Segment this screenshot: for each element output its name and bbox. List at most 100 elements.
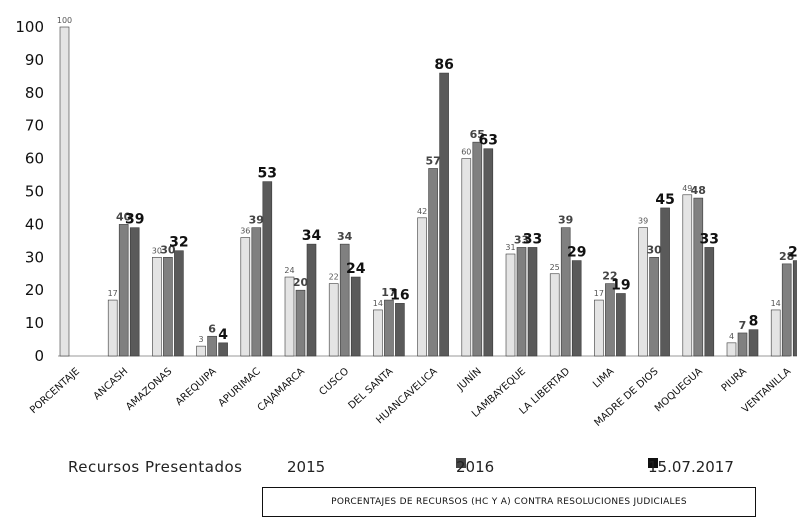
data-label: 45: [655, 192, 674, 208]
y-tick-label: 100: [15, 18, 44, 36]
bar-amazonas-15072017: [174, 250, 184, 357]
bar-ancash-2016: [118, 224, 129, 357]
bar-piura-2016: [737, 332, 748, 357]
x-tick-label: LIMA: [591, 366, 616, 390]
x-tick-label: MOQUEGUA: [653, 366, 705, 414]
data-label: 17: [594, 289, 604, 298]
bar-ancash-15072017: [129, 227, 140, 357]
data-label: 4: [729, 332, 734, 341]
x-tick-label: AREQUIPA: [174, 366, 219, 408]
data-label: 17: [381, 286, 396, 299]
data-label: 24: [346, 261, 366, 277]
bar-cajamarca-2016: [295, 289, 306, 357]
bar-la-libertad-15072017: [571, 260, 582, 357]
data-label: 4: [218, 327, 228, 343]
data-label: 49: [682, 184, 692, 193]
x-tick-label: CAJAMARCA: [256, 366, 307, 414]
bar-cajamarca-15072017: [306, 243, 317, 357]
bar-jun-n-15072017: [483, 148, 494, 357]
bar-cusco-2016: [339, 243, 350, 357]
x-tick-label: JUNÍN: [453, 365, 483, 394]
data-label: 7: [739, 319, 747, 332]
bar-ventanilla-15072017: [792, 260, 797, 357]
bar-moquegua-2016: [693, 197, 704, 357]
bar-huancavelica-15072017: [439, 72, 449, 357]
data-label: 100: [57, 16, 72, 25]
x-tick-label: ANCASH: [92, 366, 131, 402]
y-tick-label: 10: [25, 314, 44, 332]
bar-ventanilla-2016: [781, 263, 792, 357]
y-tick-label: 60: [25, 150, 44, 168]
bar-cusco-2015: [328, 283, 339, 357]
data-label: 39: [638, 217, 648, 226]
data-label: 22: [329, 273, 339, 282]
data-label: 42: [417, 207, 427, 216]
data-label: 31: [505, 243, 515, 252]
bar-del-santa-15072017: [395, 303, 405, 357]
data-label: 60: [461, 148, 471, 157]
legend-label-2016: 2016: [456, 458, 495, 476]
bar-la-libertad-2015: [549, 273, 560, 357]
legend-title: Recursos Presentados: [68, 458, 243, 476]
footer-caption: PORCENTAJES DE RECURSOS (HC Y A) CONTRA …: [262, 487, 756, 517]
data-label: 28: [779, 250, 794, 263]
legend: Recursos Presentados 2015 2016 15.07.201…: [0, 458, 797, 480]
data-label: 20: [293, 276, 309, 289]
bar-la-libertad-2016: [560, 227, 571, 357]
x-tick-label: APURIMAC: [217, 366, 263, 409]
y-tick-label: 0: [34, 347, 44, 365]
bar-madre-de-dios-2016: [649, 256, 659, 357]
bar-madre-de-dios-15072017: [660, 207, 670, 357]
legend-label-2015: 2015: [287, 458, 326, 476]
data-label: 39: [125, 212, 144, 228]
bar-piura-2015: [726, 342, 737, 357]
data-label: 16: [390, 287, 409, 303]
data-label: 30: [160, 243, 176, 256]
bar-porcentaje-2015: [59, 26, 70, 357]
bar-cusco-15072017: [350, 276, 361, 357]
bar-madre-de-dios-2015: [638, 227, 648, 357]
x-tick-label: PORCENTAJE: [28, 366, 82, 416]
data-label: 53: [258, 166, 277, 182]
bar-arequipa-2016: [207, 335, 217, 357]
data-label: 6: [208, 322, 216, 335]
data-label: 19: [611, 277, 630, 293]
bar-ventanilla-2015: [770, 309, 781, 357]
data-label: 25: [550, 263, 560, 272]
y-tick-label: 80: [25, 84, 44, 102]
data-label: 17: [108, 289, 118, 298]
x-tick-label: PIURA: [720, 366, 750, 394]
data-label: 8: [749, 314, 759, 330]
x-tick-label: AMAZONAS: [124, 366, 174, 413]
y-tick-label: 70: [25, 117, 44, 135]
data-label: 32: [169, 235, 188, 251]
y-tick-label: 40: [25, 215, 44, 233]
bars: [59, 26, 797, 357]
data-label: 3: [199, 335, 204, 344]
bar-apurimac-2016: [251, 227, 262, 357]
bar-cajamarca-2015: [284, 276, 295, 357]
y-tick-label: 20: [25, 281, 44, 299]
bar-jun-n-2016: [472, 141, 483, 357]
bar-lambayeque-15072017: [527, 247, 538, 357]
bar-moquegua-2015: [682, 194, 693, 357]
data-label: 14: [373, 299, 383, 308]
data-label: 40: [116, 210, 132, 223]
legend-swatch-2017: [648, 458, 658, 468]
data-label: 33: [514, 233, 529, 246]
legend-swatch-2016: [456, 458, 466, 468]
bar-del-santa-2016: [384, 299, 394, 357]
x-tick-label: CUSCO: [317, 366, 351, 398]
bar-moquegua-15072017: [704, 247, 715, 357]
bar-lima-15072017: [616, 293, 626, 357]
data-label: 33: [523, 231, 542, 247]
legend-label-2017: 15.07.2017: [648, 458, 734, 476]
data-label: 48: [691, 184, 706, 197]
y-tick-label: 30: [25, 248, 44, 266]
data-label: 57: [425, 154, 440, 167]
bar-del-santa-2015: [373, 309, 383, 357]
data-label: 39: [249, 214, 264, 227]
bar-apurimac-15072017: [262, 181, 273, 357]
